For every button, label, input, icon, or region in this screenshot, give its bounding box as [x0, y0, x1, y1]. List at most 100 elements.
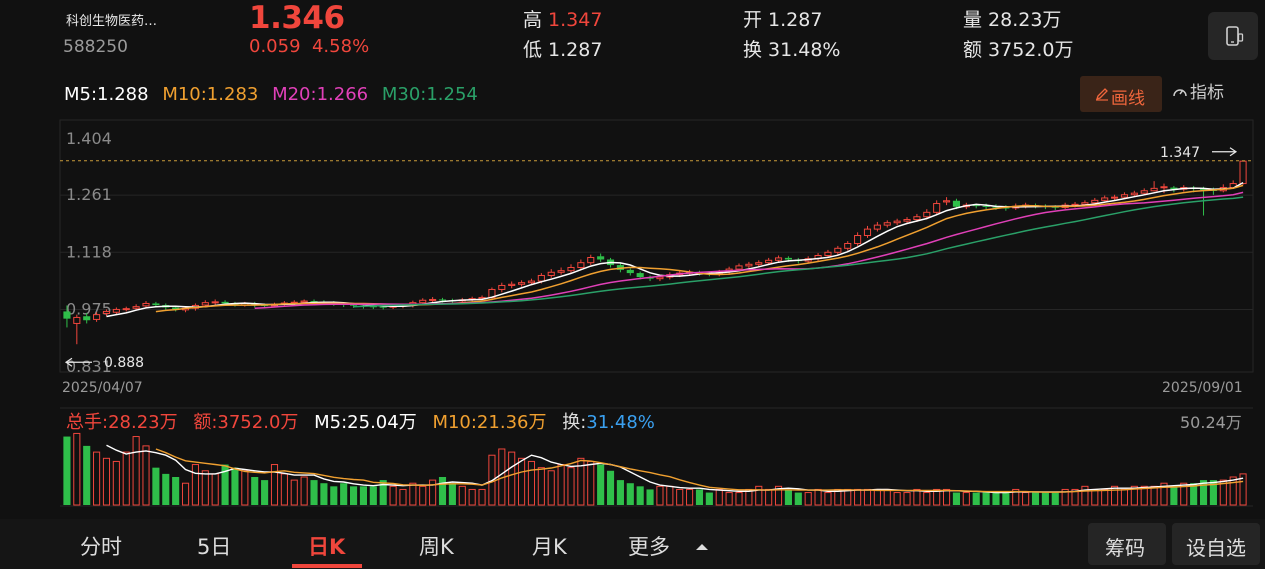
candle-body [883, 222, 891, 226]
candle-body [498, 284, 506, 290]
volume-bar [1170, 486, 1178, 505]
volume-bar [1061, 488, 1069, 506]
candle-body [547, 271, 555, 276]
candle-body [636, 273, 644, 278]
candle-body [527, 280, 536, 284]
volume-bar [755, 485, 763, 506]
landscape-toggle-button[interactable] [1208, 12, 1258, 60]
volume-bar [241, 470, 249, 506]
volume-bar [676, 488, 684, 506]
volume-bar [883, 488, 891, 506]
candle-body [923, 211, 931, 218]
volume-bar [1081, 485, 1089, 506]
draw-line-button[interactable]: 画线 [1080, 76, 1162, 112]
candle-body [142, 302, 150, 307]
volume-bar [1012, 488, 1020, 506]
candle-body [755, 262, 763, 265]
volume-bar [181, 482, 190, 506]
candle-body [1130, 192, 1138, 196]
tab-more[interactable]: 更多 [628, 531, 709, 561]
volume-bar [152, 467, 160, 505]
volume-bar [310, 480, 318, 505]
candle-body [300, 300, 308, 303]
indicator-button[interactable]: 指标 [1172, 78, 1224, 103]
phone-rotate-icon [1226, 26, 1244, 46]
indicator-label: 指标 [1190, 83, 1224, 103]
candle-body [438, 299, 447, 301]
volume-bar [587, 460, 595, 506]
volume-bar [715, 488, 723, 506]
tab-weekly-k[interactable]: 周K [419, 535, 454, 559]
volume-bar [419, 485, 427, 506]
tab-intraday[interactable]: 分时 [80, 535, 122, 559]
low-label: 低 [523, 39, 543, 61]
volume-bar [251, 476, 259, 505]
period-tab-bar [0, 519, 1265, 569]
volume-value: 28.23万 [988, 9, 1062, 31]
volume-bar [231, 467, 239, 505]
candle-body [508, 283, 516, 286]
volume-bar [972, 492, 980, 505]
chip-distribution-button[interactable]: 筹码 [1088, 523, 1166, 565]
volume-max-label: 50.24万 [1180, 413, 1242, 432]
volume-bar [1051, 492, 1059, 505]
open-stat: 开 1.287 [743, 5, 822, 32]
volume-bar [280, 473, 288, 506]
total-amount: 额:3752.0万 [193, 412, 299, 433]
volume-bar [142, 445, 150, 506]
candle-body [893, 220, 901, 224]
volume-bar [270, 464, 279, 506]
candle-body [587, 256, 595, 264]
volume-bar [102, 457, 111, 506]
candle-body [972, 205, 980, 207]
volume-bar [1130, 485, 1138, 506]
tab-daily-k[interactable]: 日K [308, 535, 346, 559]
volume-bar [844, 488, 852, 506]
candle-body [93, 314, 101, 320]
volume-bar [320, 483, 328, 505]
tab-monthly-k[interactable]: 月K [532, 535, 567, 559]
pencil-icon [1095, 88, 1108, 101]
volume-bar [1190, 483, 1198, 505]
volume-bar [992, 492, 1000, 505]
volume-bar [695, 489, 704, 505]
candle-body [429, 298, 437, 301]
volume-bar [735, 492, 743, 506]
volume-bar [547, 470, 555, 506]
draw-line-label: 画线 [1111, 89, 1145, 109]
tab-5day[interactable]: 5日 [197, 535, 232, 559]
instrument-code: 588250 [63, 37, 128, 57]
low-value: 1.287 [548, 39, 603, 61]
volume-bar [606, 470, 615, 505]
open-label: 开 [743, 9, 763, 31]
candle-body [112, 308, 120, 313]
candle-body [577, 262, 585, 268]
amount-value: 3752.0万 [988, 39, 1074, 61]
price-panel-frame [59, 119, 1254, 373]
volume-bar [943, 488, 951, 506]
volume-bar [478, 488, 486, 506]
volume-bar [597, 464, 605, 505]
candle-body [863, 228, 872, 237]
candle-body [656, 276, 664, 280]
candle-body [102, 310, 111, 314]
add-watchlist-button[interactable]: 设自选 [1172, 523, 1260, 565]
ma10-line [155, 184, 1244, 313]
candle-body [172, 307, 180, 310]
candle-body [765, 259, 773, 264]
candle-body [784, 257, 792, 260]
volume-bar [794, 492, 802, 505]
y-axis-tick-label: 0.975 [66, 299, 112, 318]
volume-stat: 量 28.23万 [963, 5, 1061, 32]
volume-bar [814, 488, 822, 506]
active-tab-indicator [292, 564, 362, 568]
candle-body [567, 266, 575, 272]
ma30-line [353, 196, 1244, 308]
volume-bar [438, 476, 447, 505]
volume-bar [686, 488, 694, 506]
candle-body [221, 301, 229, 304]
volume-bar [1002, 492, 1010, 505]
vol-ma10-line [155, 448, 1244, 493]
candle-body [73, 316, 81, 324]
